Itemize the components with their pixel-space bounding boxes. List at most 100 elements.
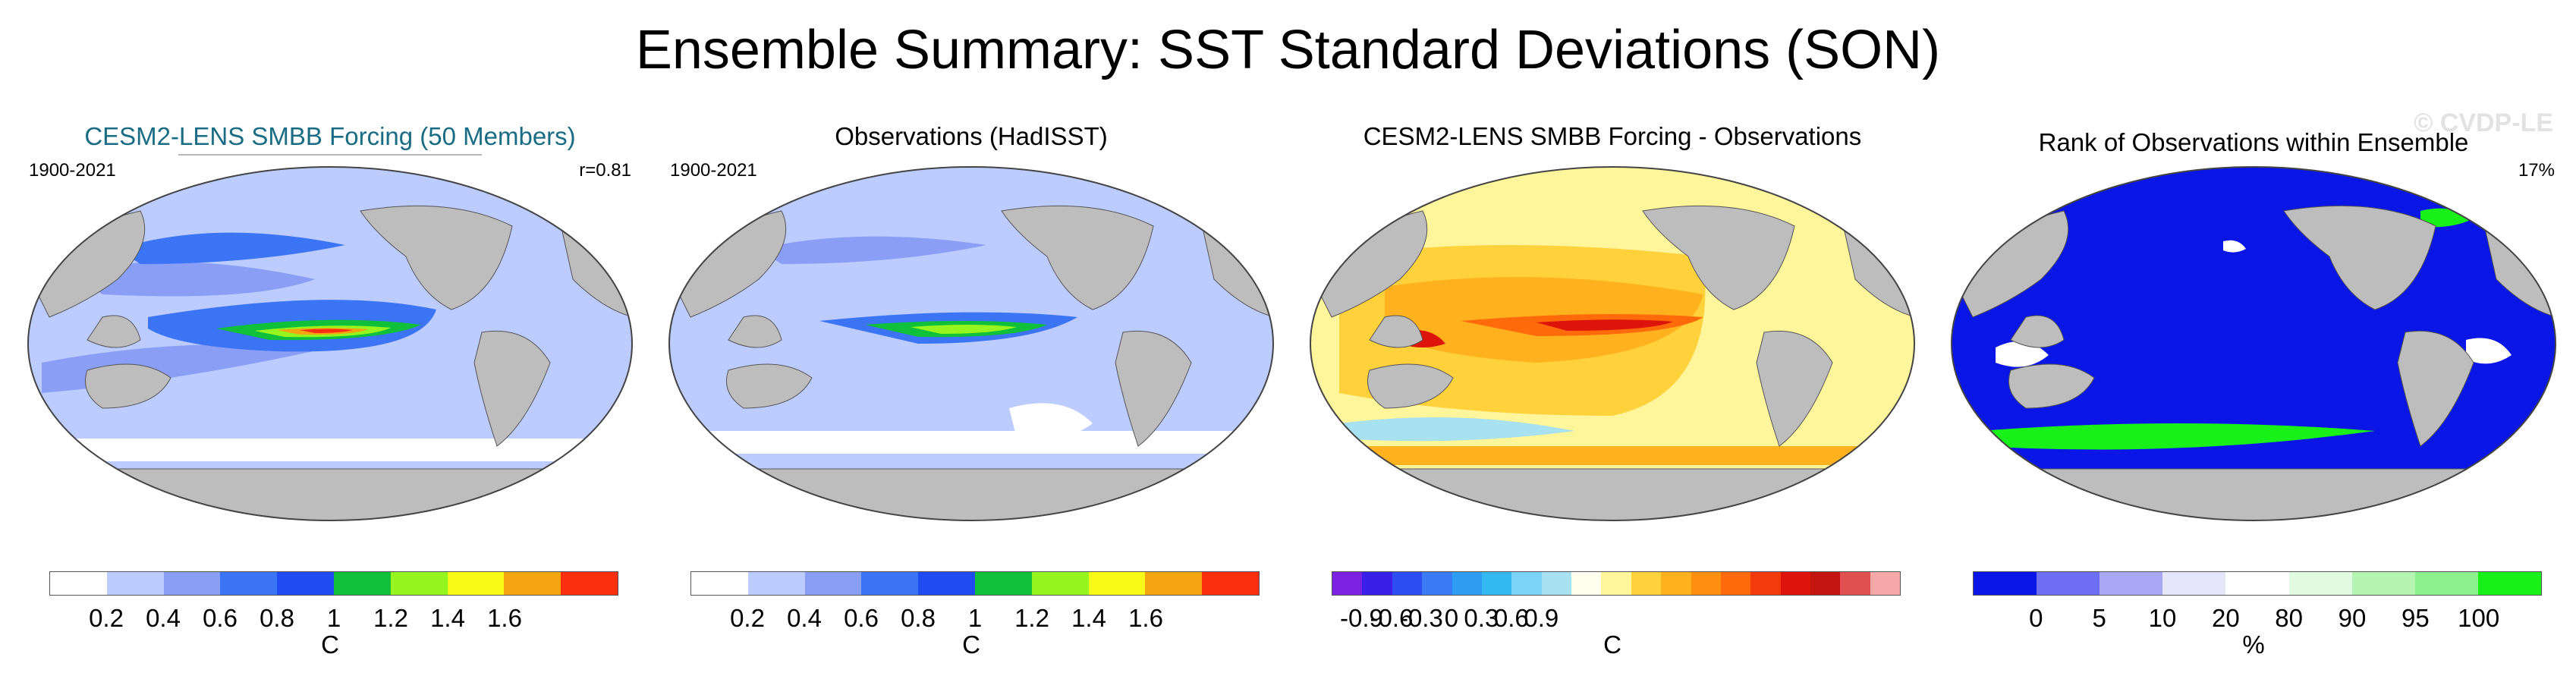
map-outline: [1951, 166, 2556, 521]
colorbar: [49, 571, 618, 596]
enso-peak: [300, 329, 353, 333]
colorbar-swatch: [1661, 572, 1691, 595]
colorbar-unit: %: [2242, 630, 2265, 659]
colorbar-swatch: [504, 572, 561, 595]
colorbar-tick-label: 20: [2211, 604, 2240, 632]
north-pacific-band: [72, 262, 315, 297]
colorbar-swatch: [1452, 572, 1482, 595]
colorbar-swatch: [747, 572, 805, 595]
colorbar-swatch: [2351, 572, 2415, 595]
australia: [2008, 363, 2095, 409]
colorbar-tick-label: 0.6: [1493, 604, 1529, 632]
southern-negative-band: [1339, 417, 1574, 442]
southern-ocean-low-variability: [669, 431, 1273, 454]
sst-std-map: [27, 166, 633, 521]
colorbar: [690, 571, 1260, 596]
map-outline: [668, 166, 1274, 521]
maritime-continent: [728, 315, 782, 348]
antarctica: [1310, 468, 1914, 520]
colorbar-swatch: [561, 572, 618, 595]
colorbar-swatch: [1750, 572, 1781, 595]
panel-difference: CESM2-LENS SMBB Forcing - Observations -…: [1297, 114, 1927, 668]
colorbar-swatch: [918, 572, 975, 595]
enso-band-high: [911, 325, 1017, 334]
colorbar-tick-label: 0.6: [844, 604, 879, 632]
australia: [85, 363, 171, 409]
colorbar-swatch: [1541, 572, 1571, 595]
rank-map: [1951, 166, 2556, 521]
map-outline: [1310, 166, 1915, 521]
map-outline: [27, 166, 633, 521]
colorbar-swatch: [2414, 572, 2478, 595]
atlantic-mid-rank: [2466, 338, 2512, 364]
colorbar-swatch: [163, 572, 221, 595]
colorbar-swatch: [1720, 572, 1751, 595]
maritime-continent: [86, 315, 141, 348]
panel-model-sst-std: CESM2-LENS SMBB Forcing (50 Members) 190…: [15, 114, 645, 668]
colorbar-swatch: [1631, 572, 1662, 595]
colorbar-tick-label: -0.6: [1370, 604, 1414, 632]
north-america: [1001, 205, 1154, 310]
colorbar-ticks: -0.9 -0.6 -0.3 0 0.3 0.6 0.9: [1332, 603, 1901, 634]
colorbar-tick-label: 0: [2029, 604, 2043, 632]
colorbar-tick-label: 5: [2092, 604, 2106, 632]
colorbar-tick-label: -0.3: [1399, 604, 1443, 632]
colorbar-swatch: [1422, 572, 1452, 595]
pacific-mid-rank: [2223, 240, 2246, 253]
colorbar-swatch: [106, 572, 164, 595]
north-pacific-band: [759, 236, 986, 264]
north-america: [2283, 205, 2436, 310]
panel-observed-sst-std: Observations (HadISST) 1900-2021 0.2 0.4 0…: [656, 114, 1286, 668]
colorbar-ticks: 0 5 10 20 80 90 95 100: [1973, 603, 2542, 634]
south-america: [473, 330, 551, 447]
colorbar-tick-label: 10: [2148, 604, 2177, 632]
maritime-continent: [1369, 315, 1423, 348]
southern-ocean-high-rank: [1980, 423, 2375, 450]
colorbar-tick-label: 0: [1444, 604, 1459, 632]
difference-map: [1310, 166, 1915, 521]
years-label: 1900-2021: [29, 160, 116, 181]
colorbar-swatch: [220, 572, 278, 595]
percent-label: 17%: [2518, 160, 2555, 181]
title-underline: [178, 154, 482, 156]
colorbar-swatch: [2225, 572, 2289, 595]
colorbar-swatch: [1810, 572, 1841, 595]
australia: [726, 363, 813, 409]
colorbar-swatch: [1088, 572, 1146, 595]
sst-std-map: [668, 166, 1274, 521]
kuroshio-region: [118, 232, 345, 264]
colorbar-swatch: [974, 572, 1032, 595]
north-america: [1642, 205, 1795, 310]
colorbar-tick-label: 1: [326, 604, 341, 632]
colorbar: [1973, 571, 2542, 596]
colorbar-tick-label: 90: [2338, 604, 2367, 632]
colorbar-unit: C: [1603, 630, 1621, 659]
watermark: © CVDP-LE: [2414, 108, 2553, 137]
colorbar-unit: C: [962, 630, 980, 659]
colorbar-tick-label: 0.4: [146, 604, 181, 632]
antarctica: [1952, 468, 2556, 520]
colorbar-swatch: [1780, 572, 1810, 595]
colorbar-tick-label: 1.2: [1014, 604, 1049, 632]
antarctica: [669, 468, 1273, 520]
colorbar-tick-label: 0.6: [203, 604, 237, 632]
colorbar-swatch: [1601, 572, 1631, 595]
pattern-correlation-label: r=0.81: [579, 160, 631, 181]
colorbar-tick-label: 1.4: [430, 604, 465, 632]
colorbar-tick-label: 1: [967, 604, 983, 632]
colorbar-swatch: [1362, 572, 1392, 595]
colorbar-ticks: 0.2 0.4 0.6 0.8 1 1.2 1.4 1.6: [49, 603, 618, 634]
years-label: 1900-2021: [670, 160, 757, 181]
colorbar-swatch: [1481, 572, 1512, 595]
panel-title: Rank of Observations within Ensemble: [2038, 128, 2469, 156]
colorbar-swatch: [447, 572, 505, 595]
colorbar-swatch: [390, 572, 448, 595]
colorbar-swatch: [1870, 572, 1901, 595]
enso-strong-bias: [1536, 319, 1673, 331]
colorbar-swatch: [50, 572, 107, 595]
southern-ocean-positive: [1310, 446, 1914, 465]
colorbar-swatch: [2162, 572, 2226, 595]
colorbar-tick-label: 95: [2401, 604, 2430, 632]
colorbar-tick-label: 80: [2275, 604, 2304, 632]
colorbar-tick-label: 100: [2458, 604, 2500, 632]
